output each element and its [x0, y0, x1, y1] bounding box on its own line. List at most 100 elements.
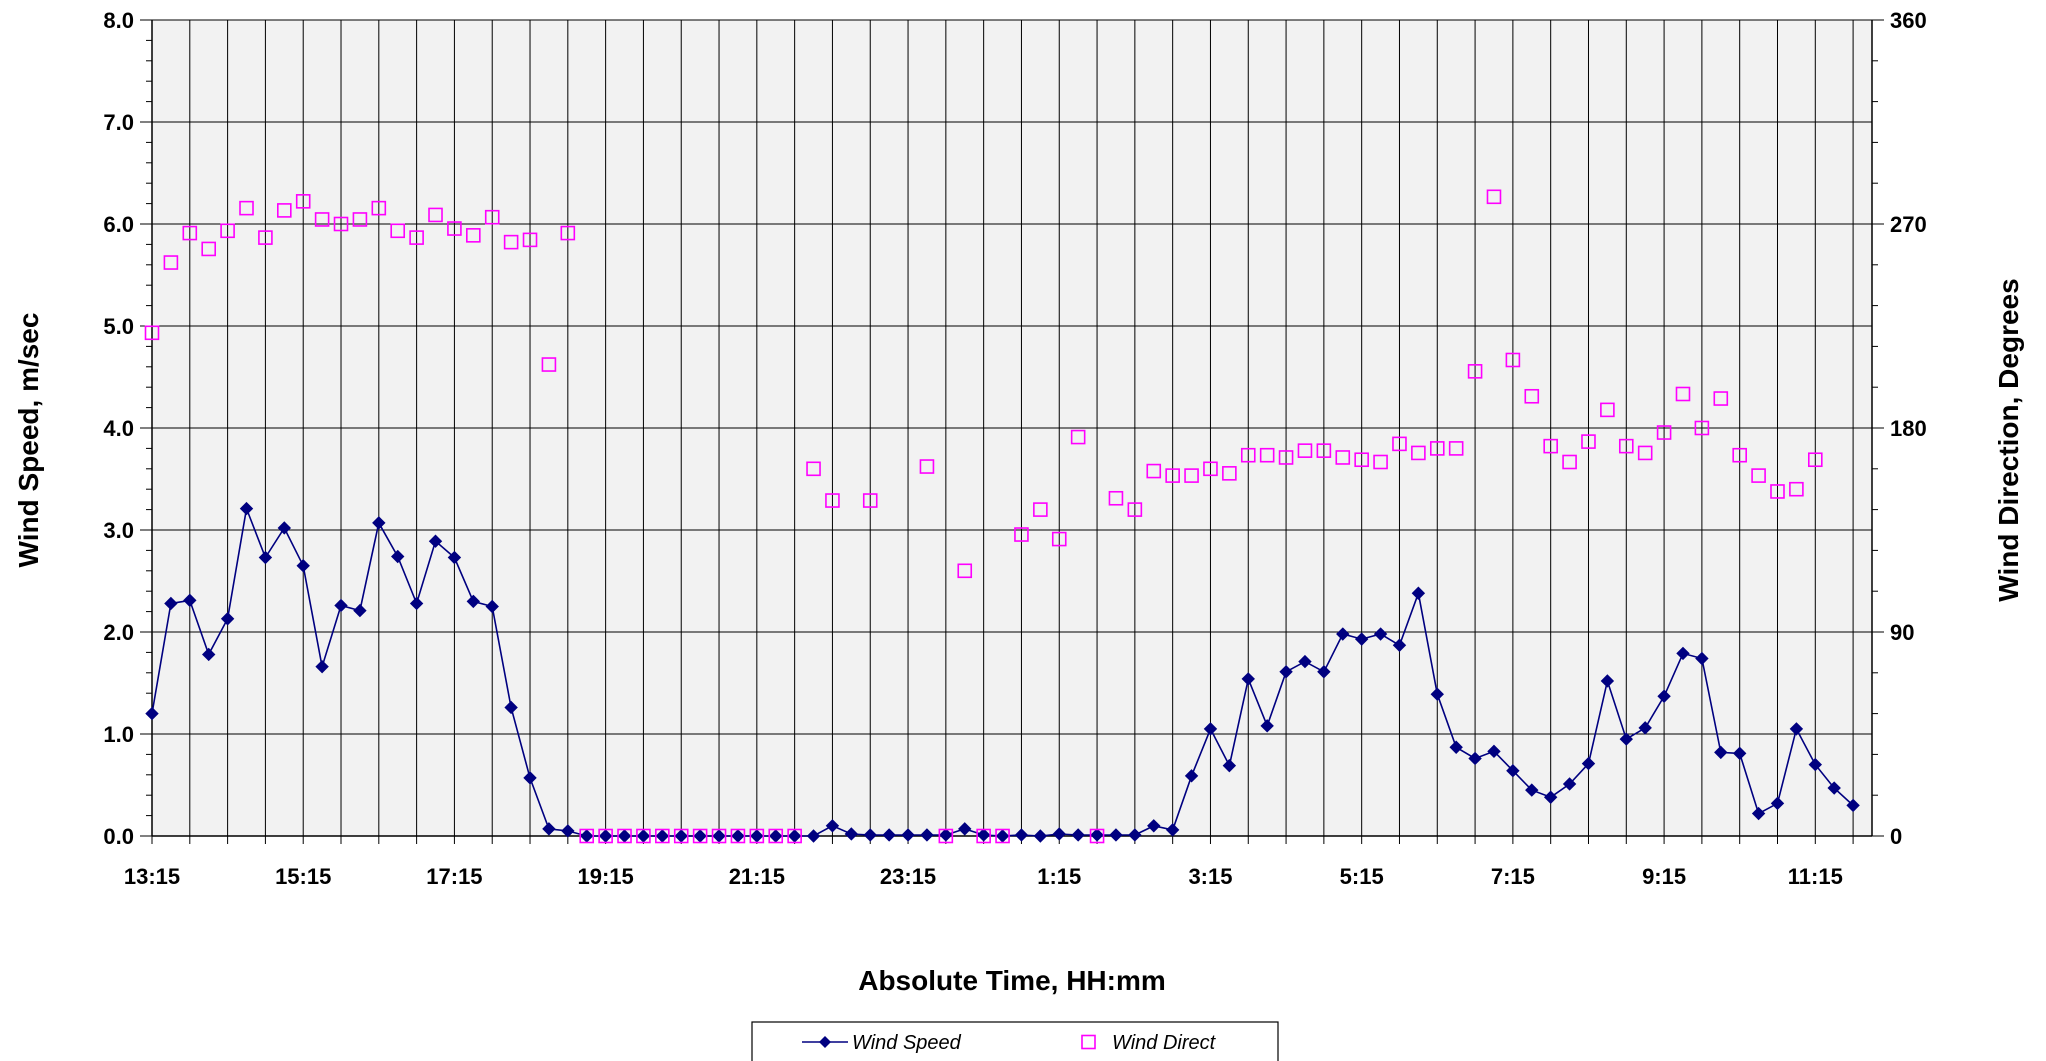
wind-speed-point [1071, 828, 1085, 842]
wind-direction-point [1392, 436, 1407, 452]
wind-direction-point [1562, 454, 1577, 470]
wind-speed-point [1411, 586, 1426, 600]
wind-direction-point [333, 216, 349, 232]
wind-speed-point [901, 828, 915, 842]
wind-direction-point [711, 828, 727, 844]
wind-direction-point [862, 493, 878, 508]
wind-speed-point [1109, 828, 1123, 842]
wind-speed-point [1468, 751, 1482, 766]
wind-speed-point [447, 550, 462, 565]
wind-direction-point [1335, 450, 1351, 465]
wind-direction-point [1108, 490, 1124, 506]
wind-speed-point [183, 593, 197, 608]
wind-speed-point [1222, 758, 1237, 773]
wind-direction-point [995, 828, 1010, 844]
wind-direction-point [579, 828, 595, 844]
wind-speed-point [296, 558, 310, 573]
wind-direction-point [352, 212, 368, 227]
wind-direction-point [1033, 502, 1048, 517]
legend-wind-speed-marker [819, 1036, 831, 1048]
wind-speed-point [220, 612, 235, 626]
wind-speed-point [1392, 638, 1407, 652]
wind-speed-point [1732, 746, 1747, 761]
y2-tick-label: 180 [1890, 416, 1927, 441]
wind-speed-point [1770, 796, 1785, 811]
wind-direction-point [1675, 386, 1691, 402]
wind-speed-point [806, 829, 821, 843]
wind-speed-point [825, 819, 840, 833]
wind-speed-point [844, 827, 859, 841]
wind-speed-point [1562, 777, 1577, 791]
wind-direction-point [1770, 484, 1785, 499]
wind-speed-point [1808, 757, 1823, 772]
wind-direction-point [617, 828, 632, 844]
y-tick-label: 0.0 [103, 824, 134, 849]
wind-direction-point [1713, 391, 1729, 406]
wind-direction-point [1751, 468, 1766, 483]
wind-direction-point [1089, 828, 1105, 844]
wind-direction-point [560, 225, 576, 241]
wind-direction-point [1165, 468, 1180, 483]
wind-direction-point [787, 828, 802, 844]
wind-direction-point [1014, 527, 1029, 542]
wind-speed-point [1279, 665, 1293, 679]
wind-direction-point [1543, 438, 1558, 454]
wind-direction-point [1448, 441, 1464, 456]
wind-speed-point [1241, 672, 1255, 686]
x-tick-label: 13:15 [124, 864, 180, 889]
wind-direction-point [1807, 452, 1823, 468]
y-tick-label: 4.0 [103, 416, 134, 441]
wind-speed-point [1506, 764, 1520, 778]
wind-direction-point [636, 828, 651, 844]
wind-direction-point [598, 828, 613, 844]
wind-speed-point [1317, 665, 1331, 679]
wind-speed-point [201, 647, 216, 662]
wind-speed-point [1373, 627, 1388, 641]
wind-speed-point [1525, 783, 1539, 797]
wind-speed-point [1581, 756, 1596, 771]
wind-speed-point [1203, 722, 1218, 736]
wind-direction-point [825, 493, 840, 508]
y2-axis-title: Wind Direction, Degrees [1993, 278, 2024, 601]
wind-direction-point [1259, 447, 1275, 463]
wind-direction-point [1051, 531, 1067, 547]
wind-speed-point [523, 771, 537, 785]
wind-direction-point [1505, 352, 1521, 368]
wind-direction-point [1411, 445, 1426, 461]
wind-direction-point [1524, 388, 1540, 404]
wind-speed-point [277, 521, 292, 535]
wind-speed-point [1165, 823, 1180, 837]
wind-speed-point [1147, 819, 1161, 833]
wind-speed-point [466, 594, 481, 609]
wind-direction-point [692, 828, 708, 844]
wind-speed-point [504, 700, 518, 715]
wind-direction-point [1637, 445, 1653, 461]
wind-direction-point [730, 828, 746, 844]
wind-speed-point [1657, 689, 1671, 703]
wind-speed-point [1676, 646, 1690, 661]
y-axis-title: Wind Speed, m/sec [13, 313, 44, 568]
y-tick-label: 3.0 [103, 518, 134, 543]
wind-speed-point [1619, 732, 1633, 746]
wind-speed-point [561, 824, 575, 838]
wind-direction-point [1656, 425, 1672, 440]
wind-direction-point [1694, 420, 1710, 436]
wind-direction-point [522, 232, 538, 248]
y2-tick-label: 270 [1890, 212, 1927, 237]
wind-speed-point [1543, 790, 1558, 804]
wind-speed-point [1184, 769, 1199, 783]
wind-direction-point [768, 828, 784, 844]
wind-direction-point [1354, 452, 1369, 468]
y-tick-label: 7.0 [103, 110, 134, 135]
wind-direction-point [673, 828, 689, 844]
wind-direction-point [1467, 364, 1483, 379]
wind-direction-point [466, 228, 481, 243]
wind-direction-point [390, 223, 406, 239]
wind-direction-point [201, 241, 217, 257]
wind-speed-point [958, 822, 972, 836]
y2-tick-label: 90 [1890, 620, 1914, 645]
wind-direction-point [409, 230, 424, 245]
legend-wind-direction-label: Wind Direct [1112, 1032, 1217, 1054]
wind-direction-point [484, 209, 500, 225]
